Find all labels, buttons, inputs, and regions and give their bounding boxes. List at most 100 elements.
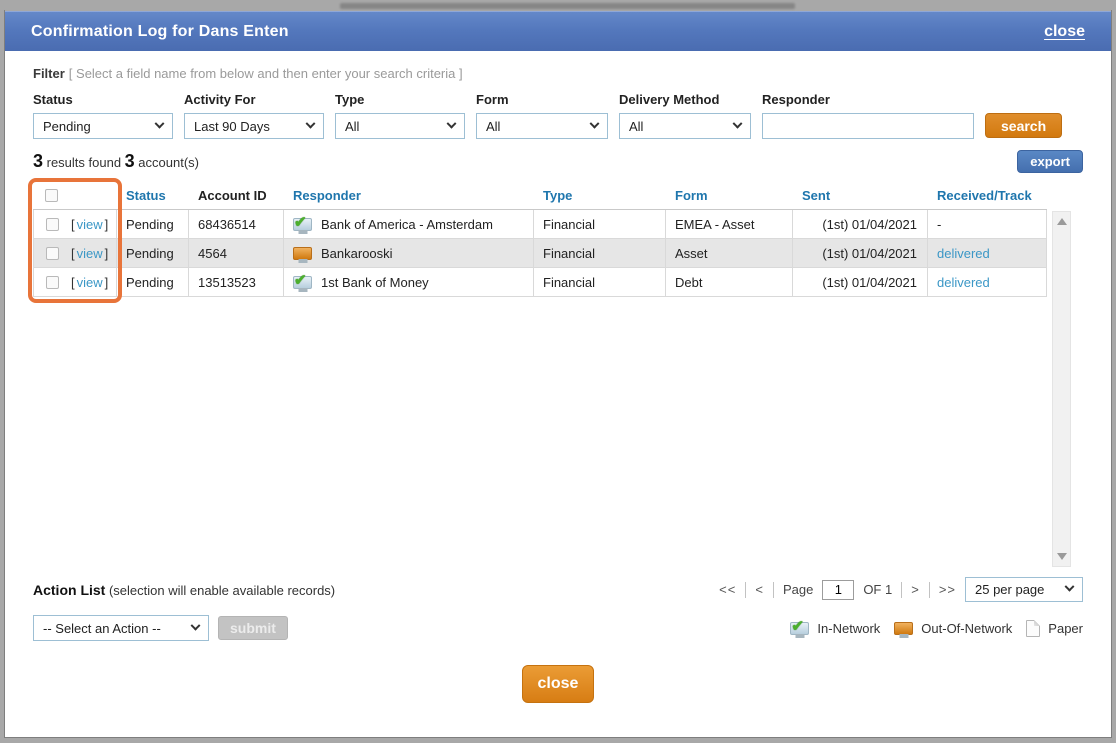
table-scrollbar[interactable] <box>1052 211 1071 567</box>
network-status-icon <box>293 213 312 231</box>
background-page-edge <box>5 0 1111 11</box>
legend: In-Network Out-Of-Network Paper <box>790 617 1083 637</box>
cell-sent: (1st) 01/04/2021 <box>793 268 928 297</box>
divider <box>928 581 930 598</box>
background-page-content <box>340 3 795 9</box>
header-sent[interactable]: Sent <box>793 182 928 210</box>
action-select-value: -- Select an Action -- <box>43 620 161 636</box>
results-table: Status Account ID Responder Type Form Se… <box>28 178 1083 570</box>
search-button[interactable]: search <box>985 113 1063 138</box>
filter-field-status: Status Pending <box>33 92 173 139</box>
table-row-select: [view] <box>33 210 117 239</box>
chevron-down-icon <box>305 118 316 129</box>
action-select[interactable]: -- Select an Action -- <box>33 615 209 641</box>
pagination-next-button[interactable]: > <box>911 582 920 597</box>
modal-close-link[interactable]: close <box>1044 22 1085 40</box>
header-status[interactable]: Status <box>117 182 189 210</box>
in-network-icon <box>790 617 810 635</box>
status-select[interactable]: Pending <box>33 113 173 139</box>
header-type[interactable]: Type <box>534 182 666 210</box>
legend-item-paper: Paper <box>1026 619 1083 637</box>
legend-item-out-of-network: Out-Of-Network <box>894 621 1012 636</box>
network-status-icon <box>293 246 312 260</box>
delivery-method-label: Delivery Method <box>619 92 720 107</box>
activity-for-select-value: Last 90 Days <box>194 118 270 134</box>
out-of-network-icon <box>894 621 914 635</box>
results-count-suffix: results found <box>43 155 125 170</box>
pagination: << < Page OF 1 > >> 25 per page <box>719 577 1083 602</box>
chevron-down-icon <box>190 620 201 631</box>
chevron-down-icon <box>154 118 165 129</box>
row-checkbox[interactable] <box>46 275 59 289</box>
cell-account-id: 13513523 <box>189 268 284 297</box>
select-all-checkbox[interactable] <box>45 189 58 202</box>
modal-body: Filter[ Select a field name from below a… <box>5 51 1111 737</box>
chevron-down-icon <box>732 118 743 129</box>
legend-label: Out-Of-Network <box>921 620 1013 636</box>
action-list-label: Action List <box>33 581 106 598</box>
divider <box>745 581 747 598</box>
cell-received[interactable]: delivered <box>928 239 1047 268</box>
filter-field-activity: Activity For Last 90 Days <box>184 92 324 139</box>
chevron-down-icon <box>589 118 600 129</box>
scroll-down-icon[interactable] <box>1056 553 1067 560</box>
legend-item-in-network: In-Network <box>790 617 880 636</box>
pagination-first-button[interactable]: << <box>719 582 737 597</box>
filter-field-responder: Responder <box>762 92 974 139</box>
view-link[interactable]: view <box>76 274 103 290</box>
modal-title: Confirmation Log for Dans Enten <box>31 22 289 40</box>
divider <box>772 581 774 598</box>
chevron-down-icon <box>1064 581 1075 592</box>
responder-input[interactable] <box>762 113 974 139</box>
delivery-method-select-value: All <box>629 118 644 134</box>
cell-type: Financial <box>534 268 666 297</box>
paper-icon <box>1026 619 1041 637</box>
header-account-id[interactable]: Account ID <box>189 182 284 210</box>
table-row-select: [view] <box>33 268 117 297</box>
form-select-value: All <box>486 118 501 134</box>
responder-name: Bank of America - Amsterdam <box>321 216 493 232</box>
cell-status: Pending <box>117 210 189 239</box>
activity-for-select[interactable]: Last 90 Days <box>184 113 324 139</box>
results-grid: Status Account ID Responder Type Form Se… <box>33 182 1047 297</box>
pagination-prev-button[interactable]: < <box>755 582 764 597</box>
filter-hint-text: [ Select a field name from below and the… <box>68 66 463 81</box>
cell-responder: Bank of America - Amsterdam <box>284 210 534 239</box>
cell-received[interactable]: delivered <box>928 268 1047 297</box>
results-row: 3 results found 3 account(s) export <box>33 150 1083 173</box>
cell-status: Pending <box>117 268 189 297</box>
cell-sent: (1st) 01/04/2021 <box>793 239 928 268</box>
header-form[interactable]: Form <box>666 182 793 210</box>
delivery-method-select[interactable]: All <box>619 113 751 139</box>
header-received[interactable]: Received/Track <box>928 182 1047 210</box>
export-button[interactable]: export <box>1017 150 1083 173</box>
view-link[interactable]: view <box>76 245 103 261</box>
responder-label: Responder <box>762 92 830 107</box>
scroll-up-icon[interactable] <box>1056 218 1067 225</box>
row-checkbox[interactable] <box>46 246 59 260</box>
responder-name: Bankarooski <box>321 245 393 261</box>
filter-field-delivery: Delivery Method All <box>619 92 751 139</box>
per-page-value: 25 per page <box>975 582 1045 597</box>
per-page-select[interactable]: 25 per page <box>965 577 1083 602</box>
cell-type: Financial <box>534 210 666 239</box>
pagination-last-button[interactable]: >> <box>938 582 956 597</box>
activity-for-label: Activity For <box>184 92 256 107</box>
row-checkbox[interactable] <box>46 217 59 231</box>
modal-footer: close <box>33 665 1083 703</box>
view-link[interactable]: view <box>76 216 103 232</box>
chevron-down-icon <box>446 118 457 129</box>
cell-form: Debt <box>666 268 793 297</box>
form-select[interactable]: All <box>476 113 608 139</box>
header-responder[interactable]: Responder <box>284 182 534 210</box>
results-count: 3 <box>33 151 44 171</box>
cell-received: - <box>928 210 1047 239</box>
responder-name: 1st Bank of Money <box>321 274 429 290</box>
filter-label: Filter <box>33 66 65 81</box>
status-label: Status <box>33 92 73 107</box>
filter-hint: Filter[ Select a field name from below a… <box>33 66 1083 81</box>
page-number-input[interactable] <box>822 579 855 600</box>
close-button[interactable]: close <box>521 665 595 703</box>
type-select[interactable]: All <box>335 113 465 139</box>
submit-button[interactable]: submit <box>218 616 288 640</box>
